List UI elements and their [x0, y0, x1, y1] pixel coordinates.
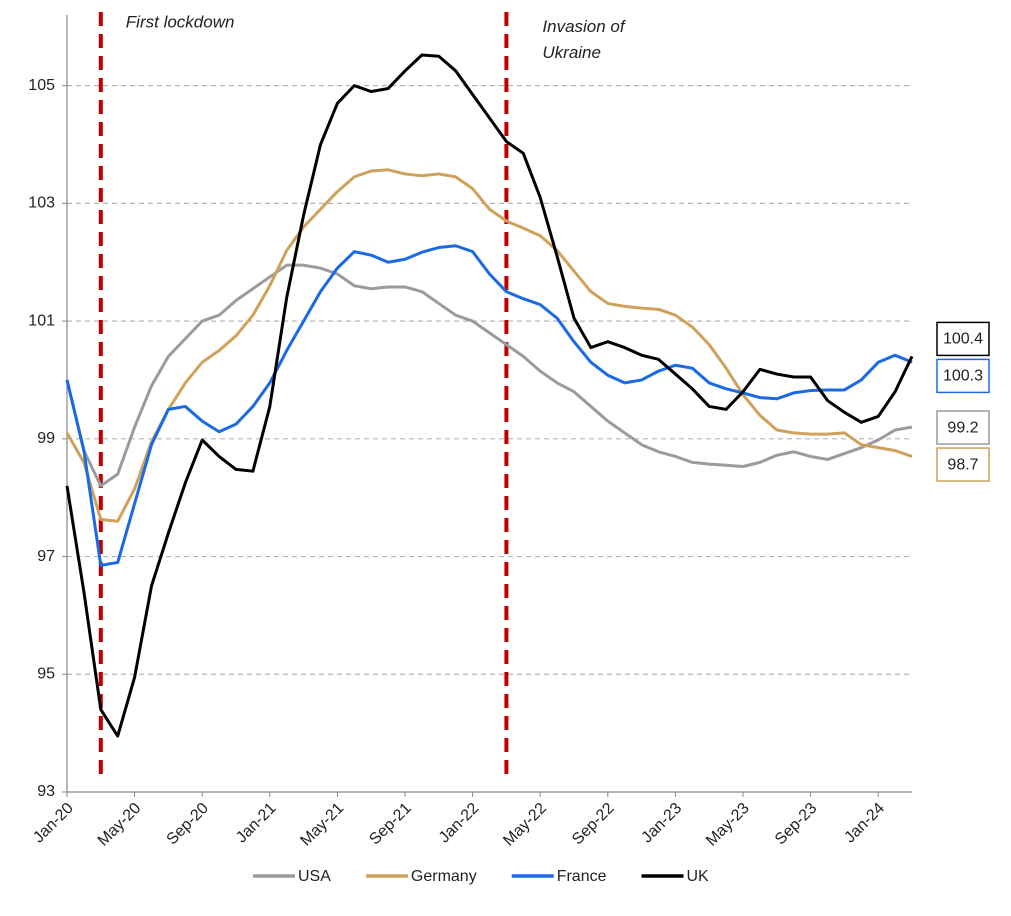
x-tick-label: Sep-22 — [569, 800, 618, 849]
x-tick-label: Sep-21 — [366, 800, 415, 849]
legend-label: Germany — [411, 868, 477, 885]
y-tick-label: 105 — [28, 77, 55, 94]
y-tick-label: 95 — [37, 665, 55, 682]
x-tick-label: Jan-23 — [639, 800, 686, 847]
x-tick-label: May-20 — [95, 800, 145, 850]
x-tick-label: Jan-20 — [30, 800, 77, 847]
value-box — [936, 358, 990, 394]
legend-label: USA — [298, 868, 331, 885]
y-tick-label: 93 — [37, 783, 55, 800]
legend-label: France — [557, 868, 607, 885]
series-line — [65, 168, 913, 523]
value-box — [936, 321, 990, 357]
x-tick-label: May-21 — [297, 800, 347, 850]
value-label: 100.4 — [943, 331, 983, 348]
x-tick-label: Sep-20 — [164, 800, 213, 849]
series-line — [65, 53, 914, 738]
annotation: Invasion of Ukraine — [542, 17, 626, 62]
x-tick-label: Jan-22 — [436, 800, 483, 847]
value-label: 100.3 — [943, 368, 983, 385]
value-box — [936, 447, 990, 482]
x-tick-label: May-22 — [500, 800, 550, 850]
annotation: First lockdown — [126, 12, 235, 31]
x-tick-label: Jan-21 — [233, 800, 280, 847]
y-tick-label: 103 — [28, 195, 55, 212]
value-label: 98.7 — [947, 456, 978, 473]
series-line — [65, 263, 913, 488]
x-tick-label: May-23 — [703, 800, 753, 850]
x-tick-label: Jan-24 — [841, 800, 888, 847]
x-tick-label: Sep-23 — [772, 800, 821, 849]
series-line — [65, 244, 913, 567]
y-tick-label: 99 — [37, 430, 55, 447]
value-label: 99.2 — [947, 419, 978, 436]
y-tick-label: 97 — [37, 548, 55, 565]
y-tick-label: 101 — [28, 312, 55, 329]
value-box — [936, 410, 990, 445]
legend-label: UK — [687, 868, 710, 885]
